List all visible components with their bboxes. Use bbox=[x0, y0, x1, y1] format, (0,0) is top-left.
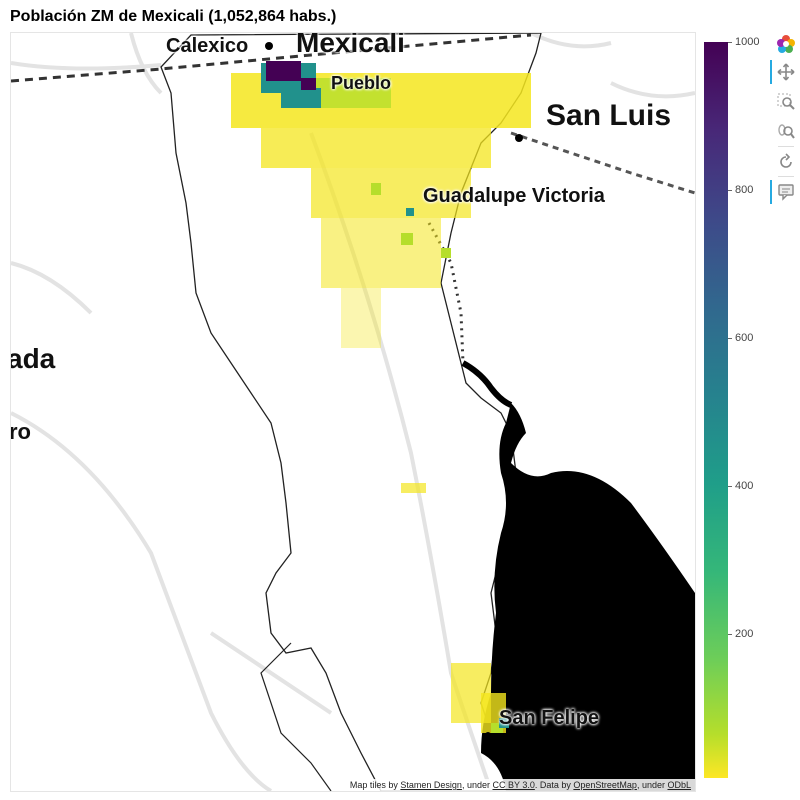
population-low-density bbox=[231, 73, 531, 733]
state-border bbox=[510, 131, 695, 195]
map-canvas[interactable]: Calexico Mexicali Pueblo San Luis Guadal… bbox=[10, 32, 696, 792]
colorbar-gradient bbox=[704, 42, 728, 778]
odbl-link[interactable]: ODbL bbox=[667, 780, 691, 790]
bokeh-logo-icon[interactable] bbox=[774, 32, 798, 56]
secondary-boundary bbox=[260, 642, 332, 791]
colorbar-label-800: 800 bbox=[735, 184, 754, 196]
label-ro-fragment: ro bbox=[10, 419, 31, 444]
colorbar-label-400: 400 bbox=[735, 480, 754, 492]
pan-icon[interactable] bbox=[770, 60, 798, 84]
map-attribution: Map tiles by Stamen Design, under CC BY … bbox=[345, 779, 695, 791]
attribution-data-text: . Data by bbox=[534, 780, 571, 790]
label-pueblo: Pueblo bbox=[331, 73, 392, 93]
toolbar-separator bbox=[778, 176, 794, 177]
label-mexicali: Mexicali bbox=[296, 32, 405, 58]
san-felipe-marker bbox=[485, 732, 491, 738]
san-luis-marker bbox=[515, 134, 523, 142]
attribution-prefix: Map tiles by bbox=[349, 780, 398, 790]
label-guadalupe-victoria: Guadalupe Victoria bbox=[423, 185, 605, 207]
cc-by-link[interactable]: CC BY 3.0 bbox=[492, 780, 535, 790]
colorbar-tick bbox=[728, 338, 732, 339]
osm-link[interactable]: OpenStreetMap bbox=[573, 780, 637, 790]
label-san-luis: San Luis bbox=[546, 99, 672, 132]
colorbar-label-600: 600 bbox=[735, 332, 754, 344]
colorbar-tick bbox=[728, 190, 732, 191]
reset-icon[interactable] bbox=[774, 150, 798, 174]
sea-area bbox=[481, 403, 695, 791]
colorbar-tick bbox=[728, 42, 732, 43]
colorbar-tick bbox=[728, 486, 732, 487]
calexico-marker bbox=[265, 42, 273, 50]
box-zoom-icon[interactable] bbox=[774, 90, 798, 114]
colorbar-tick bbox=[728, 634, 732, 635]
plot-title: Población ZM de Mexicali (1,052,864 habs… bbox=[10, 8, 337, 25]
toolbar-separator bbox=[778, 146, 794, 147]
colorbar: 1000 800 600 400 200 bbox=[704, 36, 764, 782]
label-calexico: Calexico bbox=[166, 35, 249, 57]
attribution-under2: , under bbox=[636, 780, 665, 790]
hover-icon[interactable] bbox=[770, 180, 798, 204]
label-ensenada-fragment: ada bbox=[10, 343, 56, 374]
population-peak-density bbox=[266, 61, 316, 90]
colorado-river-mouth bbox=[461, 360, 513, 408]
map-svg[interactable] bbox=[11, 33, 695, 791]
stamen-link[interactable]: Stamen Design bbox=[400, 780, 462, 790]
colorbar-label-1000: 1000 bbox=[735, 36, 760, 48]
attribution-under1: , under bbox=[461, 780, 490, 790]
label-san-felipe: San Felipe bbox=[499, 707, 600, 729]
plot-toolbar bbox=[770, 30, 800, 220]
colorbar-label-200: 200 bbox=[735, 628, 754, 640]
international-border bbox=[11, 33, 532, 83]
wheel-zoom-icon[interactable] bbox=[774, 120, 798, 144]
population-mid-density bbox=[311, 78, 503, 733]
